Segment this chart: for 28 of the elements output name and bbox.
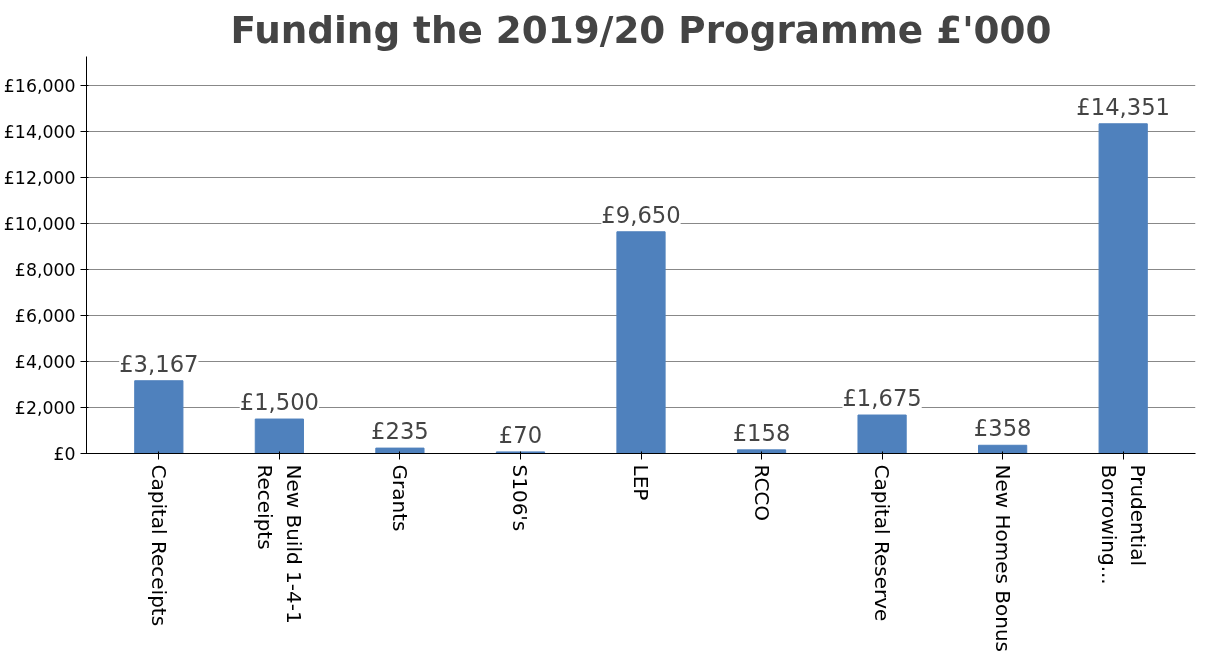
x-tick-label: New Homes Bonus: [990, 464, 1015, 653]
y-tick-label: £4,000: [14, 351, 76, 372]
data-label: £358: [973, 415, 1032, 442]
x-tick-label: S106's: [508, 464, 533, 532]
y-tick-label: £2,000: [14, 397, 76, 418]
y-tick-label: £8,000: [14, 259, 76, 280]
y-tick-label: £14,000: [3, 121, 76, 142]
x-tick-label: Grants: [387, 464, 412, 532]
y-tick-label: £0: [53, 443, 76, 464]
y-tick-label: £10,000: [3, 213, 76, 234]
y-tick-label: £6,000: [14, 305, 76, 326]
y-tick-label: £16,000: [3, 75, 76, 96]
data-label: £1,500: [239, 389, 320, 416]
data-label: £3,167: [119, 350, 199, 377]
x-tick-label: RCCO: [749, 464, 774, 522]
x-tick-label: New Build 1-4-1 Receipts: [252, 464, 306, 624]
x-tick-label: Capital Receipts: [146, 464, 171, 627]
data-label: £235: [371, 418, 429, 445]
data-label: £158: [732, 419, 791, 446]
x-tick-label: Capital Reserve: [870, 464, 895, 622]
data-label: £9,650: [601, 201, 681, 228]
x-tick-label: LEP: [629, 464, 653, 501]
x-tick-label: Prudential Borrowing...: [1096, 464, 1150, 585]
data-label: £1,675: [842, 385, 922, 412]
data-label: £70: [498, 421, 543, 448]
data-label: £14,351: [1076, 93, 1171, 120]
y-tick-label: £12,000: [3, 167, 76, 188]
chart-title: Funding the 2019/20 Programme £'000: [230, 7, 1052, 52]
